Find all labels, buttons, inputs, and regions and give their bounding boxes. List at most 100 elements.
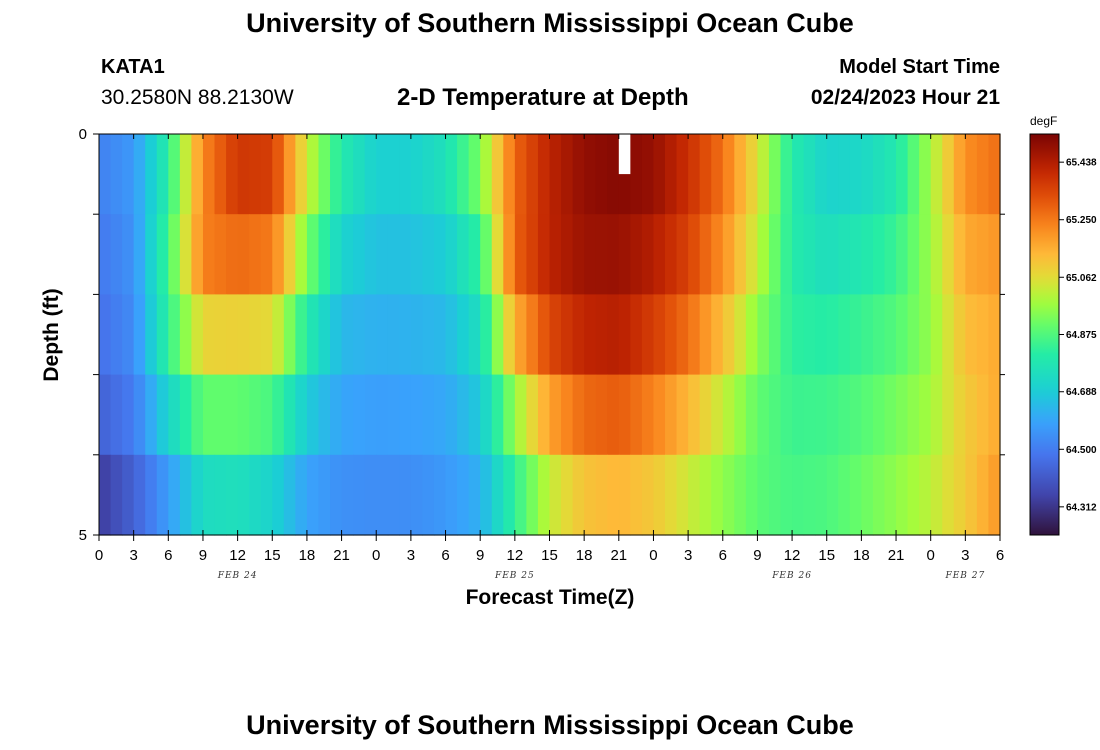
heatmap-cell [745, 214, 759, 295]
heatmap-cell [803, 374, 816, 456]
model-start-value: 02/24/2023 Hour 21 [810, 86, 1000, 109]
heatmap-cell [595, 374, 608, 456]
heatmap-cell [665, 454, 678, 536]
heatmap-cell [145, 134, 158, 215]
main-title: University of Southern Mississippi Ocean… [246, 8, 854, 38]
heatmap-cell [607, 454, 620, 536]
heatmap-cell [526, 134, 539, 215]
heatmap-cell [768, 374, 782, 456]
heatmap-cell [942, 294, 955, 376]
heatmap-cell [433, 454, 447, 536]
heatmap-cell [803, 294, 816, 376]
heatmap-cell [537, 134, 551, 215]
heatmap-cell [676, 134, 689, 215]
heatmap-cell [514, 294, 527, 376]
heatmap-cell [584, 294, 597, 376]
heatmap-cell [214, 134, 227, 215]
heatmap-cell [722, 374, 735, 456]
heatmap-cell [792, 294, 805, 376]
heatmap-cell [457, 134, 470, 215]
heatmap-cell [676, 454, 689, 536]
heatmap-cell [896, 134, 909, 215]
heatmap-cell [572, 374, 585, 456]
heatmap-cell [607, 134, 620, 215]
heatmap-cell [653, 214, 666, 295]
heatmap-cell [491, 294, 504, 376]
heatmap-cell [595, 294, 608, 376]
heatmap-cell [872, 294, 886, 376]
heatmap-cell [306, 214, 320, 295]
heatmap-cell [260, 454, 273, 536]
heatmap-cell [376, 294, 389, 376]
heatmap-cell [457, 214, 470, 295]
heatmap-cell [110, 374, 123, 456]
heatmap-cell [503, 454, 516, 536]
heatmap-cell [734, 454, 747, 536]
heatmap-cell [549, 214, 562, 295]
heatmap-cell [872, 134, 886, 215]
heatmap-cell [422, 454, 435, 536]
heatmap-cell [907, 374, 920, 456]
y-axis: 05 [79, 126, 1005, 544]
heatmap-cell [838, 454, 851, 536]
heatmap-cell [919, 134, 932, 215]
heatmap-cell [584, 454, 597, 536]
heatmap-cell [826, 214, 839, 295]
heatmap-cell [318, 374, 331, 456]
heatmap-cell [226, 454, 239, 536]
heatmap-cell [965, 214, 978, 295]
heatmap-cell [330, 374, 343, 456]
heatmap-cell [480, 294, 493, 376]
heatmap-cell [202, 214, 216, 295]
heatmap-cell [676, 374, 689, 456]
heatmap-cell [884, 454, 897, 536]
heatmap-cell [919, 454, 932, 536]
heatmap-cell [792, 214, 805, 295]
heatmap-cell [353, 134, 366, 215]
x-tick-label: 15 [264, 547, 281, 564]
heatmap-cell [549, 134, 562, 215]
heatmap-cell [226, 134, 239, 215]
colorbar-scale [1029, 133, 1060, 536]
heatmap-cell [295, 134, 308, 215]
heatmap-cell [688, 294, 701, 376]
heatmap-cell [214, 294, 227, 376]
heatmap-cell [410, 294, 424, 376]
missing-data-cell [618, 134, 631, 175]
x-axis: 0 3 6 9 12 15 18 21 0 3 6 9 12 15 18 21 0 3 6 9 12 15 18 21 0 3 6 F… [95, 134, 1004, 581]
heatmap-cell [907, 214, 920, 295]
heatmap-cell [930, 454, 943, 536]
heatmap-cell [665, 374, 678, 456]
x-tick-label: 0 [927, 547, 935, 564]
heatmap-cell [745, 294, 759, 376]
heatmap-cell [514, 374, 527, 456]
heatmap-cell [699, 294, 712, 376]
missing-data-cells [618, 134, 631, 175]
heatmap-cell [653, 294, 666, 376]
x-tick-label: 6 [441, 547, 449, 564]
colorbar-unit: degF [1030, 114, 1057, 128]
heatmap-cell [260, 374, 273, 456]
heatmap-cell [849, 454, 862, 536]
x-tick-label: 3 [407, 547, 415, 564]
heatmap-cell [295, 454, 308, 536]
colorbar-tick-label: 64.500 [1066, 445, 1097, 456]
heatmap-cell [341, 374, 354, 456]
heatmap-cell [792, 374, 805, 456]
heatmap-cell [803, 454, 816, 536]
heatmap-cell [919, 294, 932, 376]
heatmap-cell [607, 374, 620, 456]
heatmap-cell [930, 374, 943, 456]
heatmap-cell [884, 134, 897, 215]
heatmap-cell [988, 134, 1001, 215]
heatmap-cell [757, 294, 770, 376]
heatmap-cell [468, 454, 481, 536]
heatmap-cell [630, 374, 643, 456]
heatmap-cell [653, 134, 666, 215]
heatmap-cell [433, 374, 447, 456]
heatmap-cell [537, 454, 551, 536]
heatmap-cell [976, 214, 990, 295]
heatmap-cell [468, 134, 481, 215]
heatmap-cell [480, 214, 493, 295]
x-tick-label: 18 [853, 547, 870, 564]
